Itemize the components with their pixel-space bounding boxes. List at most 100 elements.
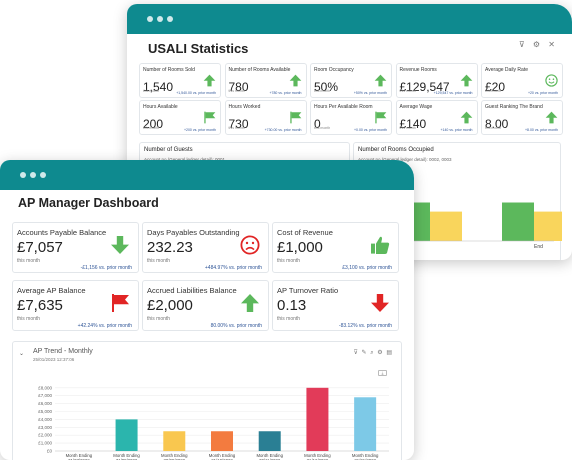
usali-kpi-card[interactable]: Guest Ranking The Brand 8.00 this month … (481, 100, 563, 135)
collapse-chevron-icon[interactable]: ⌄ (19, 351, 25, 357)
flag-red-icon (110, 293, 130, 318)
usali-kpi-card[interactable]: Hours Worked 730 this month +730.00 vs. … (224, 100, 307, 135)
ap-title-bar (0, 160, 414, 190)
y-tick-label: £6,000 (38, 401, 52, 406)
kpi-change: -83.12% vs. prior month (338, 323, 392, 329)
usali-kpi-card[interactable]: Average Wage £140 this month +140 vs. pr… (395, 100, 478, 135)
kpi-label: Number of Rooms Available (228, 67, 291, 73)
kpi-value: £7,057 (17, 239, 63, 256)
usali-kpi-card[interactable]: Number of Rooms Sold 1,540 this month +1… (139, 63, 221, 98)
arrow-up-green-icon (460, 111, 473, 129)
y-tick-label: £3,000 (38, 425, 52, 430)
kpi-label: Average Wage (399, 104, 433, 110)
chart-toolbar-icons[interactable]: ⊽ ✎ ⌕ ⚙ ▤ (353, 350, 393, 356)
rooms-occupied-chart: End (364, 202, 562, 250)
window-dot (147, 16, 153, 22)
window-dot (157, 16, 163, 22)
ap-kpi-card[interactable]: Cost of Revenue £1,000 this month £3,100… (272, 222, 399, 273)
ap-trend-chart: £0 £1,000 £2,000 £3,000 £4,000 £5,000 £6,000 £7… (38, 385, 389, 460)
kpi-period: this month (277, 316, 301, 322)
guests-subtitle: Account no (General ledger detail): 0001 (144, 157, 225, 162)
usali-kpi-card[interactable]: Average Daily Rate £20 this month +20 vs… (481, 63, 563, 98)
rooms-bar-yellow (430, 211, 462, 241)
usali-title: USALI Statistics (148, 41, 249, 56)
thumbs-up-icon (370, 235, 390, 260)
kpi-label: Hours Per Available Room (314, 104, 373, 110)
kpi-label: Accrued Liabilities Balance (147, 286, 237, 295)
kpi-period: this month (143, 89, 160, 93)
window-dot (30, 172, 36, 178)
ap-kpi-card[interactable]: AP Turnover Ratio 0.13 this month -83.12… (272, 280, 399, 331)
kpi-period: this month (485, 89, 502, 93)
export-icon[interactable]: ⤓ (378, 370, 387, 376)
kpi-period: this month (399, 89, 416, 93)
kpi-period: this month (17, 258, 41, 264)
kpi-change: +484.97% vs. prior month (204, 265, 262, 271)
kpi-change: +780 vs. prior month (269, 91, 302, 95)
usali-kpi-card[interactable]: Hours Per Available Room 0 this month +0… (310, 100, 392, 135)
usali-kpi-card[interactable]: Hours Available 200 this month +200 vs. … (139, 100, 221, 135)
kpi-value: 1,540 (143, 80, 174, 94)
ap-manager-window: AP Manager Dashboard Accounts Payable Ba… (0, 160, 414, 460)
kpi-value: 200 (143, 117, 164, 131)
kpi-label: Room Occupancy (314, 67, 354, 73)
kpi-change: £3,100 vs. prior month (342, 265, 392, 271)
kpi-period: this month (277, 258, 301, 264)
kpi-label: AP Turnover Ratio (277, 286, 339, 295)
kpi-period: this month (17, 316, 41, 322)
ap-trend-bar[interactable] (163, 431, 186, 451)
ap-trend-bar[interactable] (354, 397, 377, 451)
ap-kpi-card[interactable]: Average AP Balance £7,635 this month +42… (12, 280, 139, 331)
arrow-up-green-icon (240, 293, 260, 318)
kpi-change: +0.00 vs. prior month (354, 128, 387, 132)
kpi-value: 8.00 (485, 117, 509, 131)
arrow-down-green-icon (110, 235, 130, 260)
usali-toolbar-icons[interactable]: ⊽ ⚙ ✕ (518, 40, 558, 49)
kpi-change: +200 vs. prior month (183, 128, 216, 132)
ap-kpi-card[interactable]: Accrued Liabilities Balance £2,000 this … (142, 280, 269, 331)
y-tick-label: £2,000 (38, 433, 52, 438)
usali-kpi-card[interactable]: Revenue Rooms £129,547 this month +129,5… (395, 63, 478, 98)
kpi-change: +42.24% vs. prior month (77, 323, 132, 329)
arrow-up-green-icon (203, 74, 216, 92)
kpi-value: 0.13 (277, 297, 307, 314)
rooms-occupied-title: Number of Rooms Occupied (358, 147, 434, 153)
arrow-up-green-icon (545, 111, 558, 129)
ap-trend-panel: ⌄ AP Trend - Monthly 25/01/2023 12:37:06… (12, 341, 402, 460)
flag-green-icon (289, 111, 302, 129)
kpi-value: 0 (314, 117, 321, 131)
window-dot (20, 172, 26, 178)
kpi-value: 50% (314, 80, 339, 94)
ap-trend-bar[interactable] (211, 431, 233, 451)
kpi-label: Number of Rooms Sold (143, 67, 195, 73)
flag-green-icon (203, 111, 216, 129)
kpi-label: Cost of Revenue (277, 228, 333, 237)
kpi-label: Guest Ranking The Brand (485, 104, 543, 110)
usali-title-bar (127, 4, 572, 34)
ap-trend-timestamp: 25/01/2023 12:37:06 (33, 357, 75, 362)
y-tick-label: £8,000 (38, 385, 52, 390)
kpi-period: this month (147, 316, 171, 322)
kpi-value: £140 (399, 117, 427, 131)
window-dot (167, 16, 173, 22)
arrow-up-green-icon (460, 74, 473, 92)
usali-kpi-card[interactable]: Room Occupancy 50% this month +50% vs. p… (310, 63, 392, 98)
ap-trend-bar[interactable] (306, 387, 329, 451)
kpi-period: this month (314, 126, 331, 130)
usali-kpi-card[interactable]: Number of Rooms Available 780 this month… (224, 63, 307, 98)
kpi-period: this month (485, 126, 502, 130)
ap-trend-bar[interactable] (258, 431, 281, 451)
smiley-face-icon (545, 74, 558, 92)
kpi-change: +20 vs. prior month (527, 91, 558, 95)
ap-trend-bar[interactable] (115, 419, 138, 451)
ap-kpi-card[interactable]: Days Payables Outstanding 232.23 this mo… (142, 222, 269, 273)
ap-kpi-card[interactable]: Accounts Payable Balance £7,057 this mon… (12, 222, 139, 273)
kpi-value: 232.23 (147, 239, 193, 256)
kpi-period: this month (399, 126, 416, 130)
kpi-label: Hours Available (143, 104, 178, 110)
guests-title: Number of Guests (144, 147, 193, 153)
kpi-period: this month (143, 126, 160, 130)
kpi-change: +1,540.00 vs. prior month (176, 91, 216, 95)
ap-title: AP Manager Dashboard (18, 196, 159, 210)
kpi-value: £2,000 (147, 297, 193, 314)
